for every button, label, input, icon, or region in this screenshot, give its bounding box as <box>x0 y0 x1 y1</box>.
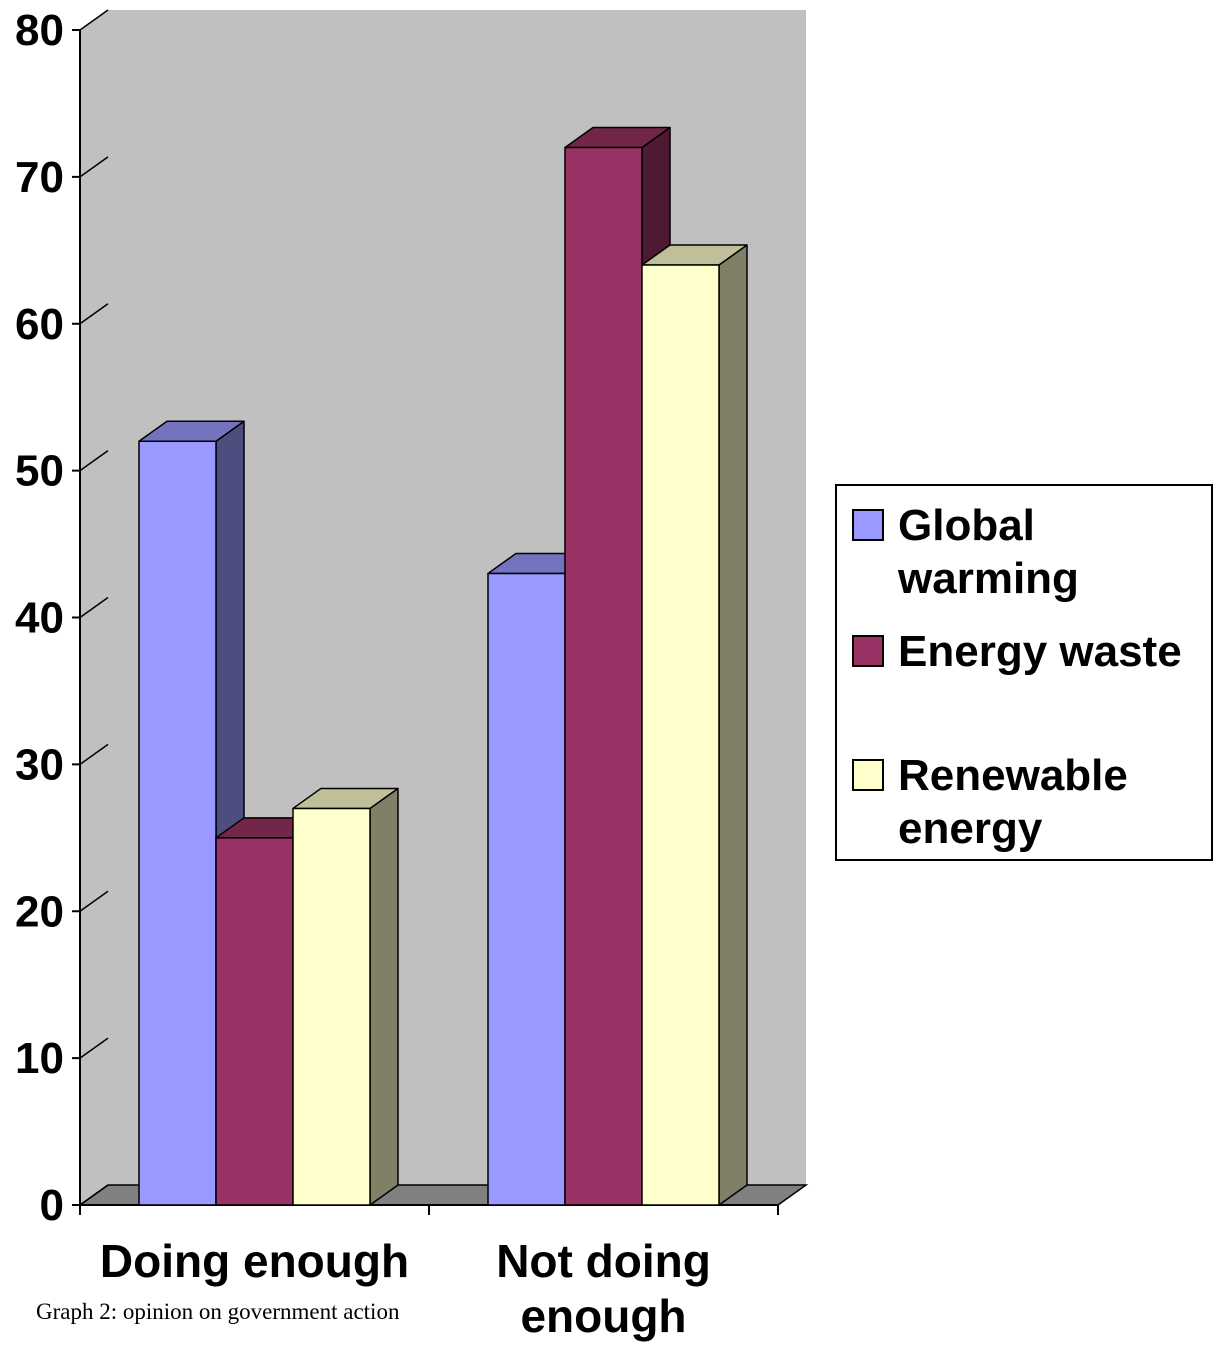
bar-front <box>564 146 643 1206</box>
y-tick-depth <box>79 303 109 325</box>
caption: Graph 2: opinion on government action <box>36 1299 400 1324</box>
bars <box>138 126 748 1206</box>
legend-box <box>835 484 1213 861</box>
bar-front <box>138 440 217 1206</box>
x-category-label: Not doing enough <box>496 1235 711 1342</box>
y-tick-depth <box>79 743 109 765</box>
legend: Global warming Energy waste Renewable energy <box>835 484 1213 861</box>
x-category-label: Doing enough <box>100 1235 409 1287</box>
y-tick-label: 50 <box>15 447 64 496</box>
y-tick-depth <box>79 156 109 178</box>
y-tick-depth <box>79 1037 109 1059</box>
bar <box>292 787 399 1206</box>
y-tick-label: 70 <box>15 153 64 202</box>
bar-front <box>292 807 371 1206</box>
legend-entry: Renewable energy <box>898 751 1128 853</box>
y-tick-label: 0 <box>40 1181 64 1230</box>
y-tick-depth <box>79 450 109 472</box>
y-tick-label: 10 <box>15 1034 64 1083</box>
bar-front <box>641 264 720 1206</box>
legend-entry: Energy waste <box>898 627 1182 676</box>
bar-front <box>487 572 566 1206</box>
y-tick-depth <box>79 9 109 31</box>
y-tick-label: 60 <box>15 300 64 349</box>
legend-swatch <box>852 759 884 791</box>
y-tick-label: 30 <box>15 740 64 789</box>
x-axis-labels: Doing enough Not doing enough <box>100 1235 711 1342</box>
legend-swatch <box>852 635 884 667</box>
bar-side <box>369 787 399 1206</box>
legend-swatch <box>852 509 884 541</box>
bar-side <box>718 244 748 1206</box>
bar <box>641 244 748 1206</box>
y-tick-label: 80 <box>15 6 64 55</box>
y-tick-label: 40 <box>15 594 64 643</box>
y-tick-depth <box>79 596 109 619</box>
legend-entry: Global warming <box>897 501 1079 603</box>
y-tick-depth <box>79 890 109 912</box>
bar-front <box>215 837 294 1206</box>
y-tick-depth <box>79 1184 109 1206</box>
y-tick-label: 20 <box>15 887 64 936</box>
